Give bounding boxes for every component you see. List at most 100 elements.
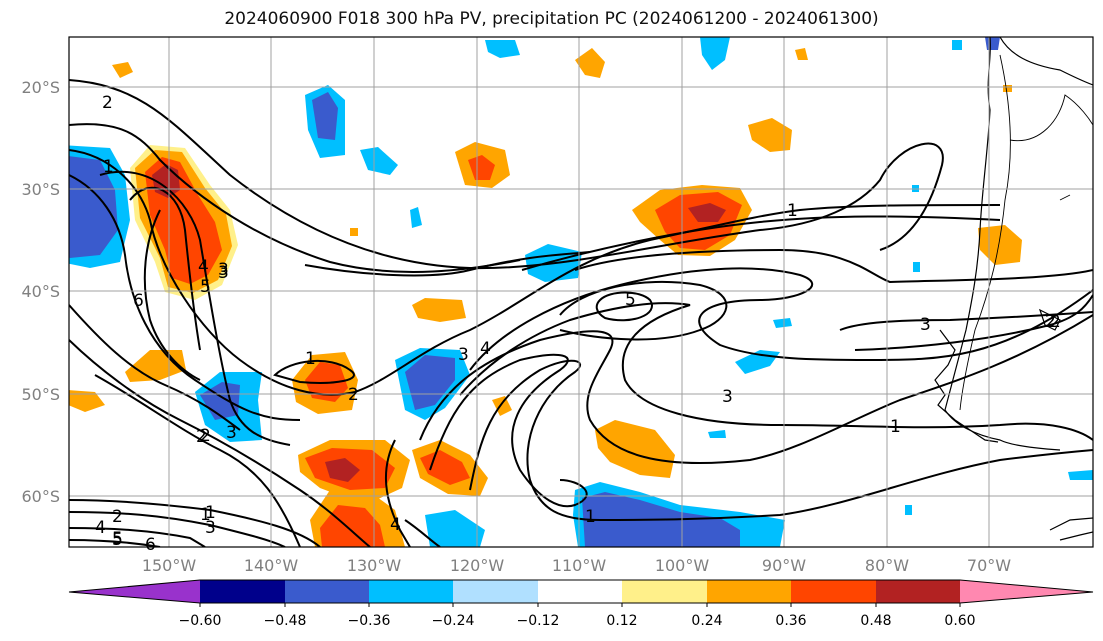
contour-label: 2 [1050,312,1061,332]
precip-blob-positive [455,142,510,188]
coastline-south-america [999,37,1093,86]
map-frame [68,36,1094,548]
colorbar-tick-label: 0.24 [691,613,722,629]
pv-contour [273,359,355,384]
precip-blob-positive [412,298,466,322]
precip-blob-negative [410,207,422,228]
contour-label: 4 [95,518,106,538]
pv-contour [304,251,591,277]
contour-label: 1 [787,201,798,221]
contour-label: 4 [198,257,209,277]
contour-label: 3 [920,315,931,335]
pv-contour [69,499,321,547]
contour-label: 1 [890,417,901,437]
pv-contour [69,149,1001,396]
gridlines [69,37,1093,547]
colorbar-tick-label: −0.24 [432,613,475,629]
lat-tick-label: 50°S [21,385,60,404]
coastline-islands [934,329,999,443]
pv-contour [854,294,1093,351]
precip-blob-positive [795,48,808,60]
pv-contour [404,519,441,547]
contour-labels: 2 1 6 5 4 3 1 2 3 2 1 3 4 5 1 3 4 2 5 3 … [95,93,1061,555]
precip-blob-positive [1003,85,1012,92]
lon-tick-label: 130°W [347,556,402,575]
lon-tick-label: 80°W [865,556,909,575]
precip-blob-negative [985,37,1000,50]
pv-contour [69,539,161,547]
lon-tick-label: 120°W [450,556,505,575]
contour-label: 4 [390,515,401,535]
colorbar-segment [538,580,622,603]
precip-blob-positive [112,62,133,78]
colorbar-segment [453,580,538,603]
pv-contour [595,291,653,322]
contour-label: 5 [200,277,211,297]
pv-contour [94,374,301,547]
colorbar-segment [876,580,960,603]
colorbar-tick-label: 0.60 [944,613,975,629]
contour-label: 1 [103,157,114,177]
contour-label: 5 [112,529,123,549]
contour-label: 1 [585,507,596,527]
lon-tick-label: 70°W [967,556,1011,575]
colorbar-tick-label: −0.60 [179,613,222,629]
precip-blob-negative [708,430,726,438]
colorbar-segment [369,580,453,603]
precip-blob-negative [905,505,912,515]
pv-contour [469,359,1093,522]
map-title: 2024060900 F018 300 hPa PV, precipitatio… [224,9,879,29]
contour-label: 6 [133,291,144,311]
contour-label: 5 [112,530,123,550]
contour-label: 4 [480,339,491,359]
pv-contour [69,123,521,273]
pv-contour [384,439,411,547]
map-background [69,37,1093,547]
contour-label: 2 [196,427,207,447]
border [1059,194,1071,201]
colorbar-tick-label: 0.36 [775,613,806,629]
contour-label: 2 [200,426,211,446]
precip-blob-positive [748,118,792,152]
precip-blob-negative [360,147,398,175]
colorbar-tick-label: 0.48 [860,613,891,629]
coastline-islands [1038,308,1061,331]
pv-contour [143,209,201,381]
pv-contour [69,304,241,431]
colorbar-segment [707,580,791,603]
colorbar-segment [69,580,200,603]
contour-label: 3 [218,260,229,280]
precip-blob-negative [395,348,470,420]
contour-label: 1 [205,503,216,523]
precip-blob-positive [595,420,675,478]
precip-blob-positive [69,390,105,412]
coastline-south-america [944,37,1061,451]
pv-contour [69,527,206,547]
lon-tick-label: 100°W [655,556,710,575]
coastline-islands [1049,517,1093,531]
contour-label: 6 [145,535,156,555]
lat-tick-label: 60°S [21,487,60,506]
contour-label: 2 [348,385,359,405]
pv-contour [69,511,286,547]
precip-blob-positive [575,48,605,78]
precip-blob-negative [305,85,345,158]
precip-blob-negative [1068,470,1093,480]
border [1009,94,1093,142]
pv-contour [839,311,1093,331]
lon-tick-label: 150°W [142,556,197,575]
precip-blob-positive [412,440,488,496]
contour-label: 1 [305,349,316,369]
pv-contour [419,314,1093,465]
lat-tick-label: 20°S [21,78,60,97]
contour-label: 2 [112,507,123,527]
lon-tick-labels: 150°W 140°W 130°W 120°W 110°W 100°W 90°W… [142,556,1011,575]
contour-label: 2 [1045,312,1056,332]
pv-contours [69,79,1093,547]
colorbar-tick-label: −0.12 [517,613,560,629]
precip-blob-negative [913,262,920,272]
contour-label: 3 [722,387,733,407]
lon-tick-label: 110°W [552,556,607,575]
pv-contour [469,267,1093,371]
pv-contour [69,174,301,421]
